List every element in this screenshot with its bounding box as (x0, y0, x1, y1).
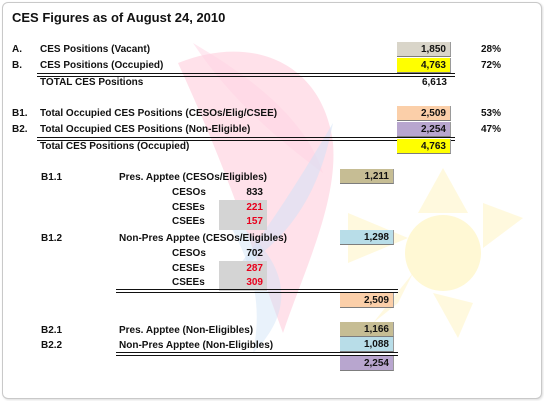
row-b1-value: 2,509 (397, 106, 451, 121)
b11-label: Pres. Apptee (CESOs/Eligibles) (119, 172, 268, 183)
row-b2-label: Total Occupied CES Positions (Non-Eligib… (40, 124, 251, 135)
sum-line (116, 289, 398, 293)
row-a-label: CES Positions (Vacant) (40, 44, 151, 55)
b12-csee-value: 309 (246, 277, 263, 288)
b11-cese-value: 221 (246, 202, 263, 213)
row-b-label: CES Positions (Occupied) (40, 60, 164, 71)
b11-cese-label: CESEs (172, 202, 205, 213)
row-a-value: 1,850 (397, 42, 451, 57)
b11-value: 1,211 (340, 169, 394, 184)
row-b1-pct: 53% (481, 108, 502, 119)
b12-cesos-label: CESOs (172, 248, 206, 259)
row-a-pct: 28% (481, 44, 502, 55)
row-a-code: A. (12, 44, 22, 55)
total-occupied-value: 4,763 (397, 139, 451, 154)
b11-cesos-value: 833 (246, 187, 263, 198)
b2-subtotal-value: 2,254 (340, 356, 394, 371)
b12-cesos-value: 702 (246, 248, 263, 259)
row-b-pct: 72% (481, 60, 502, 71)
page-title: CES Figures as of August 24, 2010 (12, 10, 226, 25)
b12-value: 1,298 (340, 230, 394, 245)
row-b1-label: Total Occupied CES Positions (CESOs/Elig… (40, 108, 278, 119)
sum-line (37, 73, 455, 77)
b22-label: Non-Pres Apptee (Non-Eligibles) (119, 340, 274, 351)
row-b2-value: 2,254 (397, 122, 451, 137)
row-b-value: 4,763 (397, 58, 451, 73)
b12-cese-value: 287 (246, 263, 263, 274)
b12-cese-label: CESEs (172, 263, 205, 274)
sum-line (116, 352, 398, 356)
b11-code: B1.1 (41, 172, 63, 183)
b12-csee-label: CSEEs (172, 277, 205, 288)
b22-code: B2.2 (41, 340, 63, 351)
b22-value: 1,088 (340, 337, 394, 352)
total-ces-label: TOTAL CES Positions (40, 77, 144, 88)
b21-value: 1,166 (340, 322, 394, 337)
row-b2-code: B2. (12, 124, 28, 135)
b12-label: Non-Pres Apptee (CESOs/Eligibles) (119, 233, 287, 244)
eligibles-highlight (219, 261, 267, 291)
b11-cesos-label: CESOs (172, 187, 206, 198)
b21-code: B2.1 (41, 325, 63, 336)
total-occupied-label: Total CES Positions (Occupied) (40, 141, 190, 152)
row-b2-pct: 47% (481, 124, 502, 135)
sum-line (37, 137, 455, 141)
row-b1-code: B1. (12, 108, 28, 119)
b11-csee-label: CSEEs (172, 216, 205, 227)
eligibles-highlight (219, 200, 267, 230)
b1-subtotal-value: 2,509 (340, 293, 394, 308)
total-ces-value: 6,613 (421, 77, 447, 88)
row-b-code: B. (12, 60, 22, 71)
b12-code: B1.2 (41, 233, 63, 244)
b11-csee-value: 157 (246, 216, 263, 227)
b21-label: Pres. Apptee (Non-Eligibles) (119, 325, 254, 336)
